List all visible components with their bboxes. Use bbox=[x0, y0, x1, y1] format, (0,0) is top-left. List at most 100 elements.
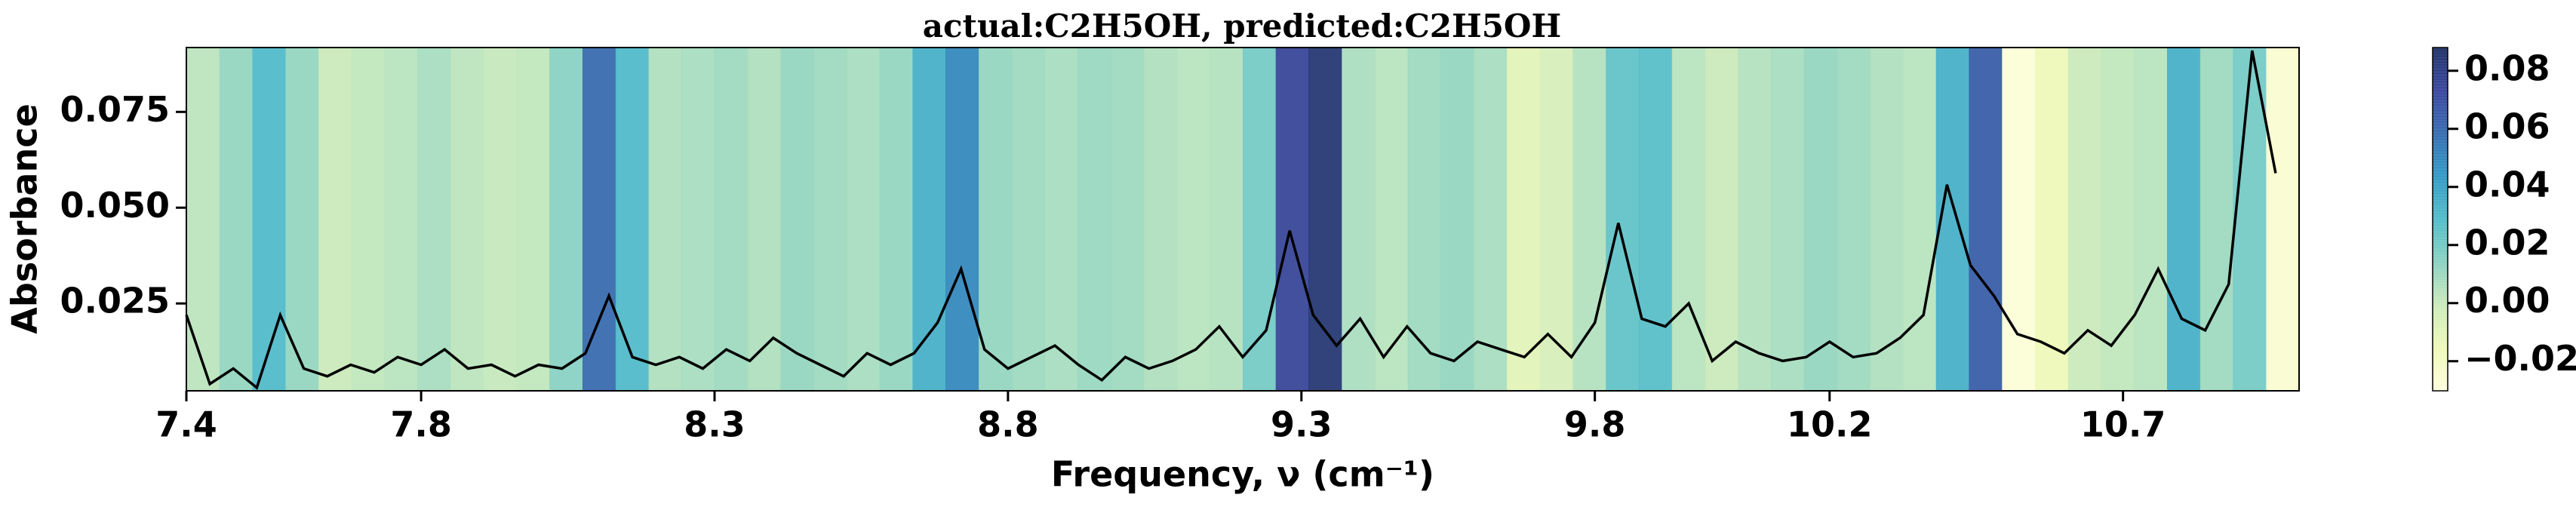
colorbar-segment bbox=[2433, 250, 2448, 254]
colorbar-segment bbox=[2433, 227, 2448, 232]
colorbar-segment bbox=[2433, 345, 2448, 349]
heatmap-band bbox=[2167, 48, 2201, 391]
colorbar-segment bbox=[2433, 193, 2448, 197]
heatmap-band bbox=[1407, 48, 1442, 391]
colorbar-segment bbox=[2433, 230, 2448, 235]
colorbar-segment bbox=[2433, 116, 2448, 120]
heatmap-band bbox=[879, 48, 914, 391]
heatmap-band bbox=[780, 48, 814, 391]
heatmap-band bbox=[2134, 48, 2168, 391]
x-tick-label: 9.3 bbox=[1271, 404, 1333, 445]
heatmap-band bbox=[1606, 48, 1640, 391]
colorbar-segment bbox=[2433, 219, 2448, 223]
colorbar-segment bbox=[2433, 196, 2448, 200]
colorbar-segment bbox=[2433, 88, 2448, 91]
heatmap-band bbox=[1639, 48, 1673, 391]
heatmap-band bbox=[1803, 48, 1838, 391]
heatmap-band bbox=[648, 48, 682, 391]
colorbar-segment bbox=[2433, 61, 2448, 66]
heatmap-band bbox=[384, 48, 418, 391]
chart-title: actual:C2H5OH, predicted:C2H5OH bbox=[923, 8, 1561, 45]
x-tick-label: 10.7 bbox=[2080, 404, 2166, 445]
heatmap-band bbox=[2067, 48, 2102, 391]
colorbar-segment bbox=[2433, 210, 2448, 214]
heatmap-band bbox=[1011, 48, 1046, 391]
colorbar-segment bbox=[2433, 96, 2448, 100]
colorbar-segment bbox=[2433, 198, 2448, 203]
colorbar-segment bbox=[2433, 124, 2448, 128]
colorbar-segment bbox=[2433, 385, 2448, 389]
colorbar-segment bbox=[2433, 204, 2448, 208]
colorbar-tick-label: 0.02 bbox=[2464, 222, 2550, 263]
heatmap-band bbox=[1903, 48, 1937, 391]
heatmap-band bbox=[1671, 48, 1706, 391]
colorbar-segment bbox=[2433, 279, 2448, 283]
colorbar-segment bbox=[2433, 367, 2448, 372]
colorbar-segment bbox=[2433, 128, 2448, 131]
colorbar-segment bbox=[2433, 241, 2448, 246]
colorbar-segment bbox=[2433, 299, 2448, 303]
colorbar-segment bbox=[2433, 53, 2448, 57]
colorbar-tick-label: 0.06 bbox=[2464, 106, 2550, 146]
colorbar-segment bbox=[2433, 379, 2448, 383]
x-tick-label: 8.8 bbox=[977, 404, 1039, 445]
colorbar-segment bbox=[2433, 104, 2448, 109]
heatmap-band bbox=[1969, 48, 2003, 391]
colorbar-segment bbox=[2433, 270, 2448, 275]
colorbar-segment bbox=[2433, 190, 2448, 194]
heatmap-band bbox=[2035, 48, 2069, 391]
colorbar-segment bbox=[2433, 305, 2448, 309]
colorbar-segment bbox=[2433, 322, 2448, 326]
colorbar-segment bbox=[2433, 70, 2448, 74]
heatmap-band bbox=[1111, 48, 1145, 391]
y-tick-label: 0.025 bbox=[60, 281, 170, 321]
colorbar-segment bbox=[2433, 48, 2448, 51]
colorbar-segment bbox=[2433, 99, 2448, 103]
heatmap-band bbox=[285, 48, 319, 391]
heatmap-band bbox=[2266, 48, 2300, 391]
heatmap-band bbox=[1572, 48, 1606, 391]
colorbar-segment bbox=[2433, 222, 2448, 226]
colorbar-segment bbox=[2433, 73, 2448, 77]
x-tick-label: 7.8 bbox=[390, 404, 452, 445]
colorbar-segment bbox=[2433, 359, 2448, 363]
heatmap-band bbox=[945, 48, 979, 391]
colorbar-segment bbox=[2433, 164, 2448, 168]
colorbar-segment bbox=[2433, 273, 2448, 277]
colorbar-segment bbox=[2433, 153, 2448, 157]
colorbar-segment bbox=[2433, 256, 2448, 260]
heatmap-band bbox=[1077, 48, 1111, 391]
heatmap-band bbox=[615, 48, 650, 391]
heatmap-band bbox=[1738, 48, 1772, 391]
colorbar-segment bbox=[2433, 56, 2448, 60]
heatmap-band bbox=[715, 48, 749, 391]
colorbar-segment bbox=[2433, 296, 2448, 300]
colorbar-segment bbox=[2433, 187, 2448, 192]
colorbar-segment bbox=[2433, 247, 2448, 251]
x-tick-label: 9.8 bbox=[1564, 404, 1626, 445]
heatmap-band bbox=[1705, 48, 1738, 391]
colorbar-segment bbox=[2433, 185, 2448, 189]
colorbar-segment bbox=[2433, 336, 2448, 340]
heatmap-band bbox=[1507, 48, 1541, 391]
heatmap-band bbox=[1243, 48, 1277, 391]
colorbar-segment bbox=[2433, 356, 2448, 360]
colorbar-segment bbox=[2433, 158, 2448, 163]
colorbar-segment bbox=[2433, 110, 2448, 114]
colorbar-segment bbox=[2433, 182, 2448, 186]
colorbar-segment bbox=[2433, 376, 2448, 380]
colorbar-segment bbox=[2433, 382, 2448, 386]
colorbar-segment bbox=[2433, 201, 2448, 206]
colorbar-segment bbox=[2433, 262, 2448, 266]
colorbar-segment bbox=[2433, 333, 2448, 337]
colorbar-segment bbox=[2433, 139, 2448, 143]
colorbar-segment bbox=[2433, 173, 2448, 177]
colorbar-segment bbox=[2433, 293, 2448, 297]
colorbar-tick-label: 0.08 bbox=[2464, 48, 2550, 88]
colorbar-segment bbox=[2433, 171, 2448, 174]
y-tick-label: 0.075 bbox=[60, 89, 170, 130]
heatmap-band bbox=[847, 48, 881, 391]
heatmap-band bbox=[516, 48, 550, 391]
colorbar-segment bbox=[2433, 75, 2448, 80]
